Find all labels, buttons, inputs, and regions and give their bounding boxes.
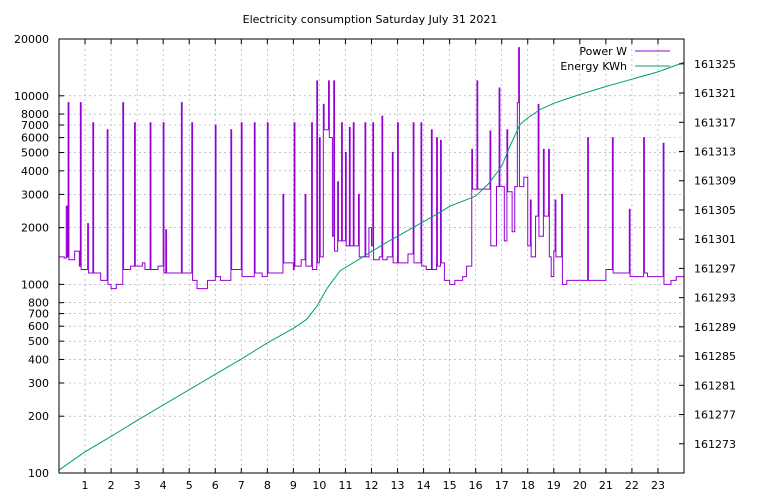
y-tick-label: 2000 (21, 222, 49, 235)
x-tick-label: 12 (365, 479, 379, 492)
y-tick-label: 4000 (21, 165, 49, 178)
legend: Power W Energy KWh (560, 45, 670, 73)
y2-tick-label: 161301 (694, 233, 736, 246)
y2-tick-label: 161285 (694, 350, 736, 363)
y2-tick-label: 161289 (694, 321, 736, 334)
y-tick-label: 500 (28, 335, 49, 348)
y2-tick-label: 161293 (694, 292, 736, 305)
legend-label-power: Power W (579, 45, 627, 58)
x-tick-label: 11 (338, 479, 352, 492)
y2-tick-label: 161273 (694, 438, 736, 451)
y-tick-label: 1000 (21, 278, 49, 291)
y-tick-label: 700 (28, 308, 49, 321)
y2-tick-label: 161309 (694, 175, 736, 188)
x-tick-label: 4 (160, 479, 167, 492)
y2-tick-label: 161317 (694, 116, 736, 129)
y2-tick-label: 161313 (694, 146, 736, 159)
y-tick-label: 3000 (21, 188, 49, 201)
x-tick-label: 5 (186, 479, 193, 492)
x-tick-label: 16 (469, 479, 483, 492)
x-tick-label: 1 (82, 479, 89, 492)
x-tick-label: 20 (573, 479, 587, 492)
y-tick-label: 600 (28, 320, 49, 333)
x-tick-label: 3 (134, 479, 141, 492)
grid-lines (59, 38, 684, 474)
y2-tick-label: 161321 (694, 87, 736, 100)
x-tick-label: 17 (495, 479, 509, 492)
x-tick-label: 14 (417, 479, 431, 492)
y2-tick-label: 161305 (694, 204, 736, 217)
x-tick-label: 22 (625, 479, 639, 492)
y-tick-label: 7000 (21, 119, 49, 132)
y-tick-label: 5000 (21, 147, 49, 160)
y-tick-label: 20000 (14, 33, 49, 46)
x-tick-label: 18 (521, 479, 535, 492)
x-tick-label: 21 (599, 479, 613, 492)
y-tick-label: 8000 (21, 108, 49, 121)
x-tick-label: 9 (290, 479, 297, 492)
power-series-line (59, 47, 684, 290)
x-tick-label: 13 (391, 479, 405, 492)
y-tick-label: 200 (28, 410, 49, 423)
y-tick-label: 300 (28, 377, 49, 390)
y2-tick-label: 161277 (694, 409, 736, 422)
chart-title: Electricity consumption Saturday July 31… (243, 13, 498, 26)
y-tick-label: 10000 (14, 90, 49, 103)
x-tick-label: 8 (264, 479, 271, 492)
y-tick-label: 400 (28, 353, 49, 366)
x-tick-label: 15 (443, 479, 457, 492)
y-tick-label: 6000 (21, 132, 49, 145)
legend-label-energy: Energy KWh (560, 60, 627, 73)
y2-tick-label: 161325 (694, 58, 736, 71)
x-tick-label: 7 (238, 479, 245, 492)
x-tick-label: 10 (312, 479, 326, 492)
y-tick-label: 800 (28, 297, 49, 310)
y2-tick-label: 161297 (694, 262, 736, 275)
axis-ticks: 1 2 3 4 5 6 7 8 9 10 11 12 13 14 15 16 17 18 19 20 21 22 23100… (14, 33, 736, 492)
y-tick-label: 100 (28, 467, 49, 480)
energy-series-line (58, 61, 685, 471)
plot-series (58, 47, 685, 471)
y2-tick-label: 161281 (694, 379, 736, 392)
x-tick-label: 19 (547, 479, 561, 492)
x-tick-label: 6 (212, 479, 219, 492)
x-tick-label: 23 (651, 479, 665, 492)
x-tick-label: 2 (108, 479, 115, 492)
